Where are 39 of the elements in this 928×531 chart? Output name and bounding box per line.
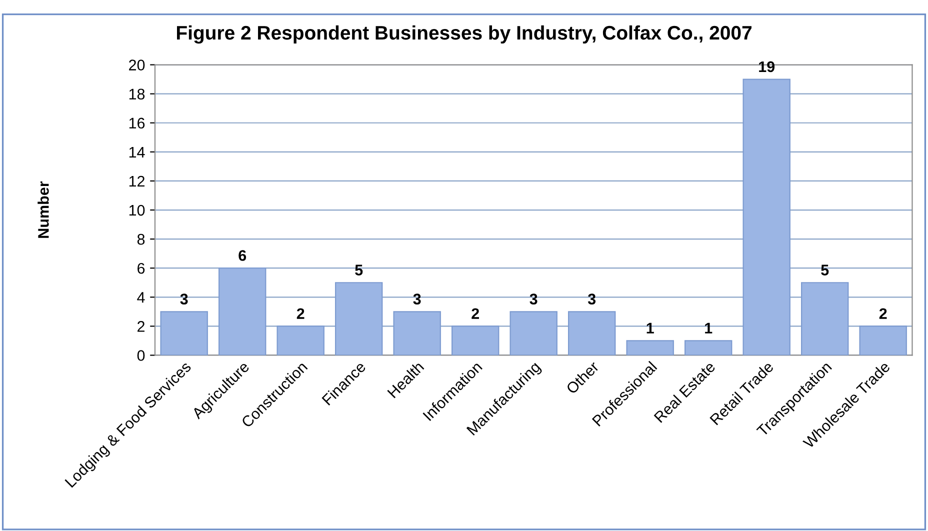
y-tick-label: 14 (129, 146, 145, 158)
bar (859, 326, 907, 356)
y-axis-title: Number (38, 181, 49, 238)
bar (451, 326, 500, 356)
data-label: 19 (759, 61, 775, 72)
bar (276, 326, 324, 356)
data-label: 1 (646, 322, 654, 334)
y-tick-label: 10 (129, 204, 145, 216)
bar (626, 340, 674, 356)
chart-title: Figure 2 Respondent Businesses by Industry, Colfax Co., 2007 (177, 25, 752, 44)
bar (510, 311, 558, 356)
y-tick-label: 2 (138, 321, 144, 332)
data-label: 3 (413, 294, 421, 305)
bar (334, 282, 383, 356)
y-tick-label: 16 (129, 118, 145, 129)
data-label: 5 (821, 264, 829, 276)
bar (742, 78, 790, 356)
data-label: 2 (296, 308, 304, 319)
bar (684, 340, 732, 356)
y-tick-label: 6 (138, 262, 145, 274)
y-tick-label: 20 (129, 60, 145, 70)
bar (218, 268, 266, 356)
y-tick-label: 12 (129, 176, 144, 186)
y-tick-label: 4 (137, 292, 145, 303)
data-label: 2 (472, 308, 479, 319)
bar (393, 311, 441, 356)
y-tick-label: 8 (137, 234, 145, 245)
data-label: 5 (355, 264, 363, 276)
data-label: 2 (879, 308, 887, 319)
data-label: 3 (180, 294, 188, 305)
data-label: 6 (238, 250, 246, 261)
y-tick-label: 18 (129, 88, 145, 100)
data-label: 3 (588, 294, 596, 305)
y-tick-label: 0 (137, 350, 145, 361)
data-label: 1 (705, 322, 712, 334)
bar (160, 311, 208, 356)
bar (800, 282, 849, 356)
data-label: 3 (530, 294, 538, 305)
bar (568, 311, 616, 356)
